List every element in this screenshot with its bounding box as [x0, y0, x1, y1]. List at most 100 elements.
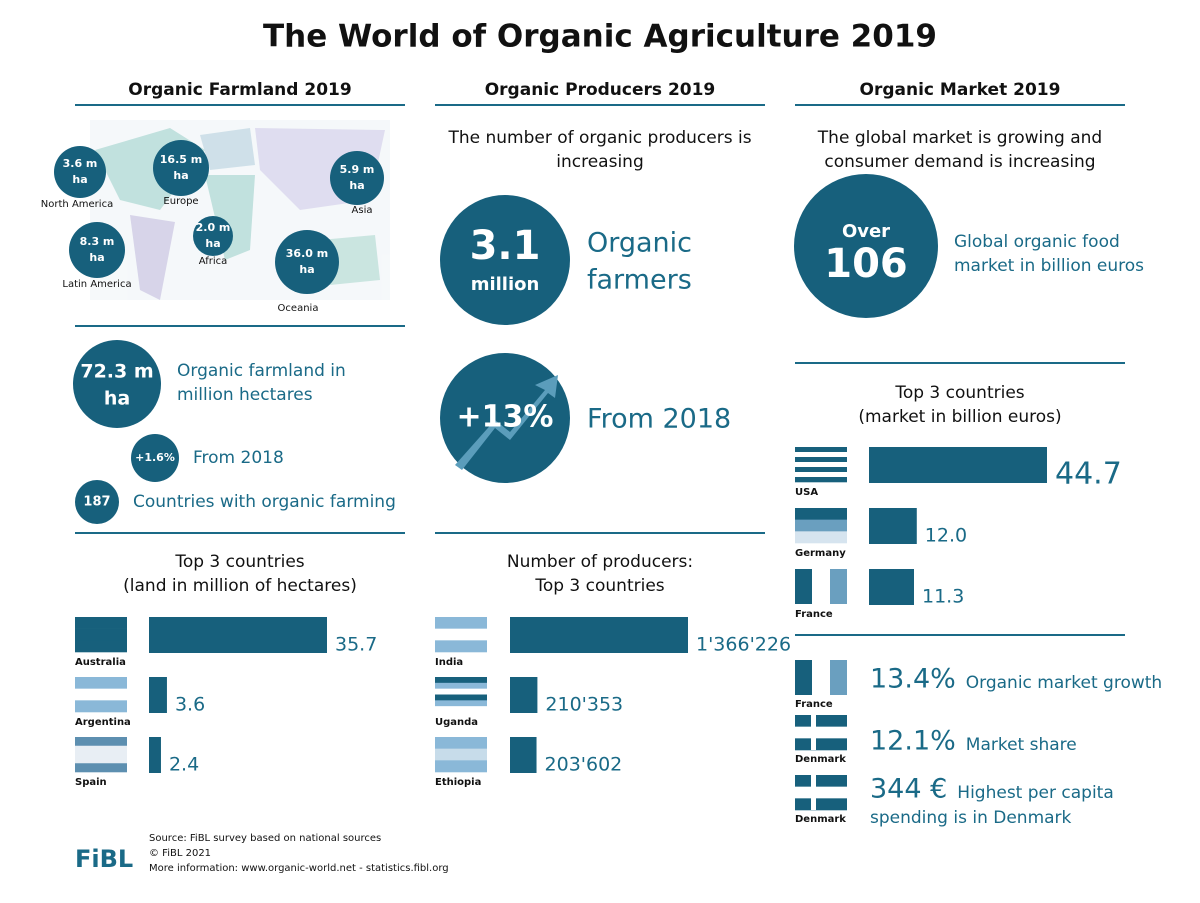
badge-value: 72.3 m — [80, 361, 153, 383]
bar — [869, 508, 917, 544]
flag — [75, 640, 127, 653]
section-title: (market in billion euros) — [858, 407, 1061, 427]
region-value: 2.0 m — [196, 221, 231, 234]
badge-value: 187 — [83, 495, 110, 510]
heading: Organic Producers 2019 — [485, 80, 716, 100]
region-unit: ha — [349, 179, 364, 192]
flag — [795, 790, 847, 795]
flag — [435, 688, 487, 695]
badge-label: Global organic food — [954, 232, 1120, 252]
flag — [75, 628, 127, 641]
country-name: Australia — [75, 657, 126, 668]
section-title: (land in million of hectares) — [123, 576, 357, 596]
stat-label: Highest per capita — [957, 783, 1113, 803]
section-title: Number of producers: — [507, 552, 693, 572]
country-name: India — [435, 657, 463, 668]
stat-value: 13.4% — [870, 664, 956, 695]
flag — [811, 775, 816, 810]
flag — [75, 745, 127, 755]
badge — [73, 340, 161, 428]
value-label: 3.6 — [175, 694, 205, 716]
region-name: Latin America — [62, 279, 131, 290]
badge — [75, 480, 119, 524]
flag — [795, 730, 847, 735]
country-name: Germany — [795, 548, 846, 559]
bar — [869, 569, 914, 605]
country-name: Uganda — [435, 717, 478, 728]
region-badge — [153, 140, 209, 196]
region-unit: ha — [205, 237, 220, 250]
flag — [795, 660, 812, 695]
badge — [794, 174, 938, 318]
heading: Organic Farmland 2019 — [128, 80, 351, 100]
flag — [435, 760, 487, 773]
intro: increasing — [556, 152, 643, 172]
badge — [131, 434, 179, 482]
flag — [795, 462, 847, 468]
flag — [435, 628, 487, 641]
section-title: Top 3 countries — [894, 383, 1024, 403]
stat-label: Market share — [966, 735, 1077, 755]
badge-label: From 2018 — [587, 404, 731, 435]
region-unit: ha — [173, 169, 188, 182]
badge-prefix: Over — [842, 221, 890, 242]
flag — [435, 737, 487, 749]
region-unit: ha — [72, 173, 87, 186]
region-badge — [69, 222, 125, 278]
flag — [795, 569, 812, 604]
stat-value: 12.1% — [870, 726, 956, 757]
flag — [795, 531, 847, 544]
logo: FiBL — [75, 845, 133, 873]
flag — [435, 706, 487, 713]
bar — [149, 617, 327, 653]
flag — [795, 452, 847, 458]
badge — [440, 195, 570, 325]
flag — [795, 738, 847, 751]
source: © FiBL 2021 — [149, 848, 211, 859]
region-value: 5.9 m — [340, 163, 375, 176]
country-name: Denmark — [795, 754, 846, 765]
intro: consumer demand is increasing — [824, 152, 1095, 172]
flag — [435, 748, 487, 761]
region-badge — [54, 146, 106, 198]
country-name: Ethiopia — [435, 777, 481, 788]
value-label: 203'602 — [545, 754, 623, 776]
flag — [75, 700, 127, 713]
region-unit: ha — [89, 251, 104, 264]
country-name: Denmark — [795, 814, 846, 825]
region-name: North America — [41, 199, 113, 210]
flag — [75, 763, 127, 773]
badge-value: +1.6% — [135, 451, 175, 464]
separators — [75, 104, 1125, 636]
bar — [149, 677, 167, 713]
source: More information: www.organic-world.net … — [149, 863, 449, 874]
region-value: 3.6 m — [63, 157, 98, 170]
value-label: 44.7 — [1055, 457, 1122, 492]
intro: The global market is growing and — [817, 128, 1102, 148]
badge-unit: ha — [104, 388, 130, 410]
stat-label: spending is in Denmark — [870, 808, 1072, 828]
bar — [149, 737, 161, 773]
value-label: 35.7 — [335, 634, 377, 656]
flag — [75, 617, 127, 629]
flag — [795, 775, 847, 787]
value-label: 1'366'226 — [696, 634, 791, 656]
badge-value: 3.1 — [470, 223, 541, 269]
section-title: Top 3 countries — [174, 552, 304, 572]
section-title: Top 3 countries — [534, 576, 664, 596]
flag — [795, 457, 847, 463]
flag — [435, 694, 487, 701]
intro: The number of organic producers is — [447, 128, 751, 148]
stat-label: Organic market growth — [966, 673, 1162, 693]
country-name: Spain — [75, 777, 107, 788]
flag — [795, 519, 847, 532]
flag — [830, 569, 847, 604]
flag — [795, 467, 847, 473]
flag — [795, 715, 847, 727]
flag — [795, 472, 847, 478]
region-unit: ha — [299, 263, 314, 276]
flag — [75, 737, 127, 747]
flag — [435, 677, 487, 684]
badge-value: +13% — [457, 400, 554, 435]
